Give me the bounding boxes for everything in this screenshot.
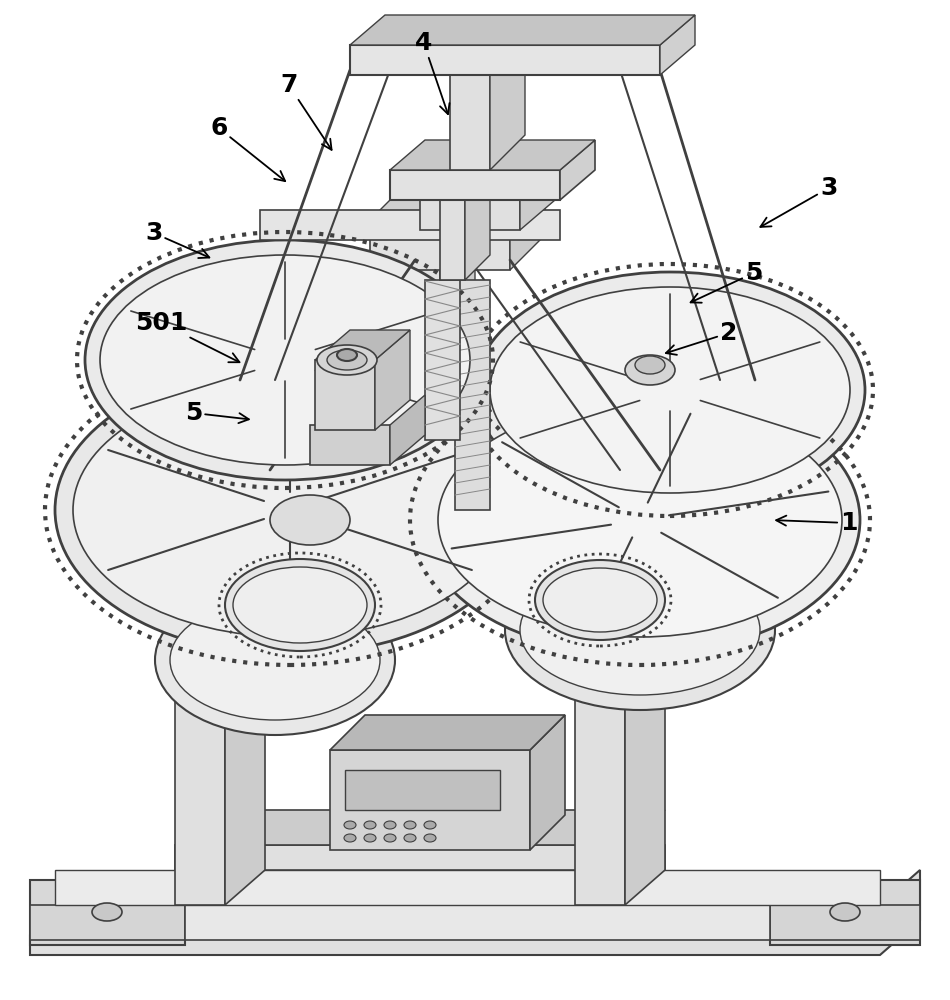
Polygon shape [405,250,440,510]
Polygon shape [175,445,665,480]
Polygon shape [330,750,530,850]
Polygon shape [625,465,665,905]
Ellipse shape [404,834,416,842]
Ellipse shape [344,821,356,829]
Polygon shape [375,330,410,430]
Polygon shape [260,210,560,240]
Ellipse shape [520,565,760,695]
Ellipse shape [420,385,860,655]
Polygon shape [770,905,920,940]
Bar [345,770,500,810]
Polygon shape [510,185,545,270]
Ellipse shape [490,287,850,493]
Ellipse shape [830,903,860,921]
Ellipse shape [505,550,775,710]
Polygon shape [440,215,475,510]
Ellipse shape [424,834,436,842]
Polygon shape [310,425,390,465]
Ellipse shape [55,365,525,655]
Polygon shape [560,140,595,200]
Ellipse shape [364,821,376,829]
Polygon shape [330,715,565,750]
Polygon shape [290,480,670,500]
Ellipse shape [438,403,842,637]
Polygon shape [30,905,185,940]
Ellipse shape [384,821,396,829]
Ellipse shape [404,821,416,829]
Ellipse shape [270,495,350,545]
Ellipse shape [543,568,657,632]
Text: 5: 5 [185,401,249,425]
Ellipse shape [317,345,377,375]
Ellipse shape [155,585,395,735]
Ellipse shape [535,560,665,640]
Polygon shape [425,280,460,440]
Polygon shape [770,880,920,945]
Text: 4: 4 [415,31,449,114]
Ellipse shape [424,821,436,829]
Text: 5: 5 [691,261,762,303]
Polygon shape [185,905,770,940]
Text: 6: 6 [210,116,285,181]
Polygon shape [30,870,920,955]
Polygon shape [350,45,660,75]
Polygon shape [455,280,490,510]
Polygon shape [350,15,695,45]
Ellipse shape [337,349,357,361]
Polygon shape [490,30,525,170]
Polygon shape [660,15,695,75]
Polygon shape [390,170,560,200]
Ellipse shape [327,350,367,370]
Polygon shape [390,395,425,465]
Ellipse shape [364,834,376,842]
Ellipse shape [475,272,865,508]
Ellipse shape [73,383,507,637]
Text: 501: 501 [135,311,239,362]
Polygon shape [225,465,265,905]
Ellipse shape [384,834,396,842]
Polygon shape [30,880,185,945]
Polygon shape [370,185,545,220]
Polygon shape [530,715,565,850]
Polygon shape [370,220,510,270]
Ellipse shape [635,356,665,374]
Polygon shape [315,360,375,430]
Ellipse shape [225,559,375,651]
Polygon shape [420,200,520,230]
Polygon shape [175,810,665,845]
Polygon shape [55,870,880,905]
Polygon shape [175,845,665,870]
Text: 3: 3 [760,176,837,227]
Ellipse shape [344,834,356,842]
Polygon shape [450,60,490,170]
Polygon shape [440,180,465,280]
Ellipse shape [170,600,380,720]
Ellipse shape [100,255,470,465]
Ellipse shape [92,903,122,921]
Polygon shape [175,480,665,510]
Polygon shape [290,450,700,480]
Ellipse shape [625,355,675,385]
Polygon shape [575,500,625,905]
Polygon shape [175,500,225,905]
Polygon shape [315,330,410,360]
Text: 3: 3 [145,221,209,258]
Polygon shape [520,170,555,230]
Text: 7: 7 [280,73,332,150]
Polygon shape [390,140,595,170]
Text: 2: 2 [666,321,737,355]
Polygon shape [465,155,490,280]
Ellipse shape [85,240,485,480]
Text: 1: 1 [776,511,858,535]
Ellipse shape [233,567,367,643]
